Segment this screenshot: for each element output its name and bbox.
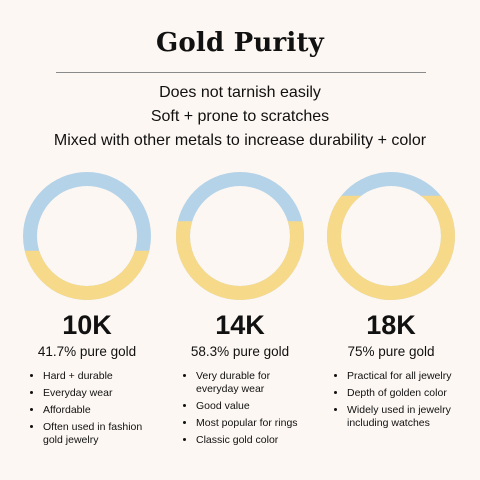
list-item: Depth of golden color [347,387,461,400]
list-item: Classic gold color [196,434,310,447]
fact-text: Does not tarnish easily [159,84,321,101]
page-title: Gold Purity [155,28,324,58]
list-item: Everyday wear [43,387,157,400]
list-item: Often used in fashion gold jewelry [43,421,157,447]
feature-list: Hard + durable Everyday wear Affordable … [17,370,157,447]
fact-text: Mixed with other metals to increase dura… [53,132,427,149]
purity-ring [327,172,455,300]
feature-list: Very durable for everyday wear Good valu… [170,370,310,447]
list-item: Good value [196,400,310,413]
purity-ring [23,172,151,300]
list-item: Widely used in jewelry including watches [347,404,461,430]
purity-ring [176,172,304,300]
karat-label: 10K [62,310,112,340]
karat-column-10k: 10K 41.7% pure gold Hard + durable Every… [17,170,157,451]
feature-list: Practical for all jewelry Depth of golde… [321,370,461,430]
karat-column-18k: 18K 75% pure gold Practical for all jewe… [321,170,461,434]
purity-text: 58.3% pure gold [190,344,290,359]
gold-portion [327,195,455,300]
karat-column-14k: 14K 58.3% pure gold Very durable for eve… [170,170,310,451]
karat-label: 18K [366,310,416,340]
fact-text: Soft + prone to scratches [150,108,330,125]
facts-list: Does not tarnish easily Soft + prone to … [0,81,480,153]
gold-portion [24,250,150,300]
list-item: Hard + durable [43,370,157,383]
list-item: Affordable [43,404,157,417]
purity-text: 75% pure gold [347,344,435,359]
list-item: Most popular for rings [196,417,310,430]
list-item: Very durable for everyday wear [196,370,310,396]
purity-text: 41.7% pure gold [37,344,137,359]
gold-portion [176,221,304,300]
karat-label: 14K [215,310,265,340]
list-item: Practical for all jewelry [347,370,461,383]
title-divider [56,72,426,73]
